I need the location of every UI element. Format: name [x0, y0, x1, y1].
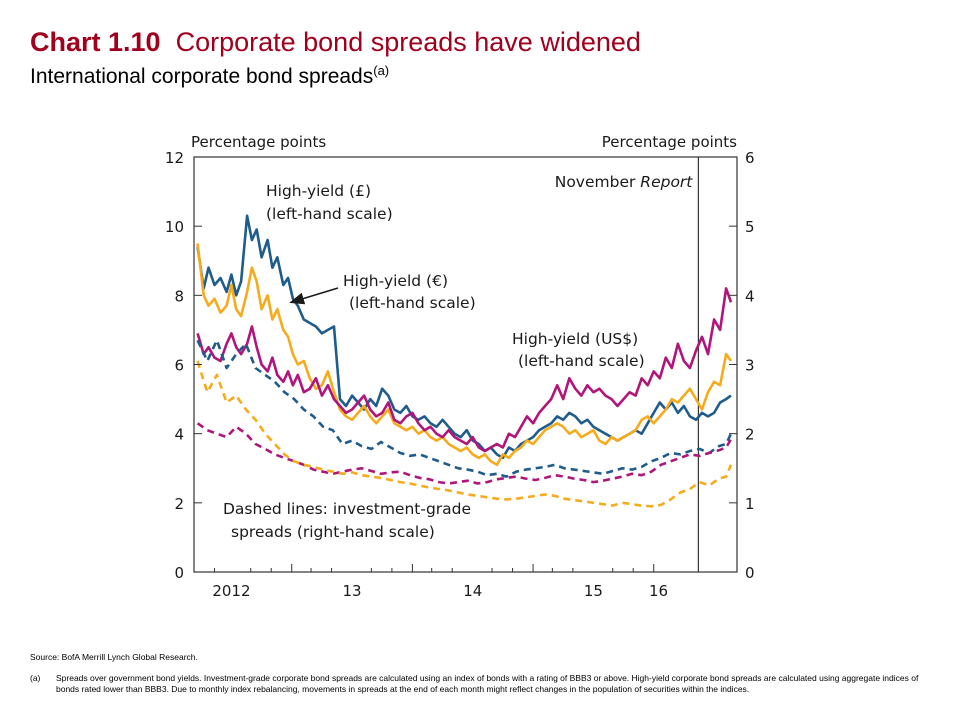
right-tick-label-3: 3	[745, 357, 755, 375]
footnote-a: (a) Spreads over government bond yields.…	[30, 673, 930, 695]
footnote-a-text: Spreads over government bond yields. Inv…	[56, 673, 919, 694]
year-dividers	[193, 157, 699, 572]
chart-subtitle-text: International corporate bond spreads	[30, 65, 374, 88]
november-report-label: November Report	[555, 173, 694, 191]
x-tick-label-14: 14	[463, 582, 482, 600]
series-line-ig_eur	[196, 360, 733, 508]
chart-subtitle: International corporate bond spreads(a)	[30, 58, 641, 90]
left-tick-label-12: 12	[165, 149, 184, 167]
chart-number: Chart 1.10	[30, 27, 161, 57]
annotation-dashed-line1: Dashed lines: investment-grade	[223, 500, 471, 518]
series-layer	[196, 214, 733, 508]
annotations-layer: November Report High-yield (£) (left-hand …	[223, 173, 693, 541]
x-tick-label-16: 16	[649, 582, 668, 600]
right-tick-label-0: 0	[745, 564, 755, 582]
series-line-hy_gbp	[196, 214, 732, 460]
left-tick-label-6: 6	[174, 357, 184, 375]
left-tick-label-10: 10	[165, 218, 184, 236]
left-tick-label-8: 8	[174, 287, 184, 305]
left-axis-label: Percentage points	[191, 133, 326, 151]
annotation-hy-usd-line2: (left-hand scale)	[518, 352, 645, 370]
chart-title-text: Corporate bond spreads have widened	[175, 27, 641, 57]
left-tick-label-2: 2	[174, 495, 184, 513]
annotation-dashed-line2: spreads (right-hand scale)	[231, 523, 435, 541]
series-line-ig_gbp	[196, 339, 733, 478]
series-line-ig_usd	[196, 422, 733, 485]
right-tick-label-1: 1	[745, 495, 755, 513]
footnotes: Source: BofA Merrill Lynch Global Resear…	[30, 652, 930, 695]
right-tick-label-2: 2	[745, 426, 755, 444]
annotation-hy-usd-line1: High-yield (US$)	[512, 330, 638, 348]
annotation-hy-eur-line1: High-yield (€)	[343, 272, 448, 290]
footnote-a-mark: (a)	[30, 673, 41, 683]
right-tick-label-6: 6	[745, 149, 755, 167]
x-tick-label-15: 15	[584, 582, 603, 600]
annotation-hy-gbp-line2: (left-hand scale)	[266, 205, 393, 223]
title-block: Chart 1.10 Corporate bond spreads have w…	[30, 26, 641, 90]
right-axis-label: Percentage points	[602, 133, 737, 151]
annotation-hy-gbp-line1: High-yield (£)	[266, 182, 371, 200]
x-tick-label-13: 13	[343, 582, 362, 600]
right-tick-label-5: 5	[745, 218, 755, 236]
annotation-hy-eur-line2: (left-hand scale)	[349, 294, 476, 312]
chart-title: Chart 1.10 Corporate bond spreads have w…	[30, 26, 641, 58]
left-tick-label-4: 4	[174, 426, 184, 444]
annotation-hy-eur-arrow	[289, 287, 339, 305]
left-tick-label-0: 0	[174, 564, 184, 582]
source-note: Source: BofA Merrill Lynch Global Resear…	[30, 652, 198, 662]
subtitle-footnote-mark: (a)	[373, 63, 390, 78]
x-tick-label-2012: 2012	[212, 582, 250, 600]
right-tick-label-4: 4	[745, 287, 755, 305]
series-line-hy_eur	[196, 243, 733, 467]
series-line-hy_usd	[196, 287, 733, 453]
